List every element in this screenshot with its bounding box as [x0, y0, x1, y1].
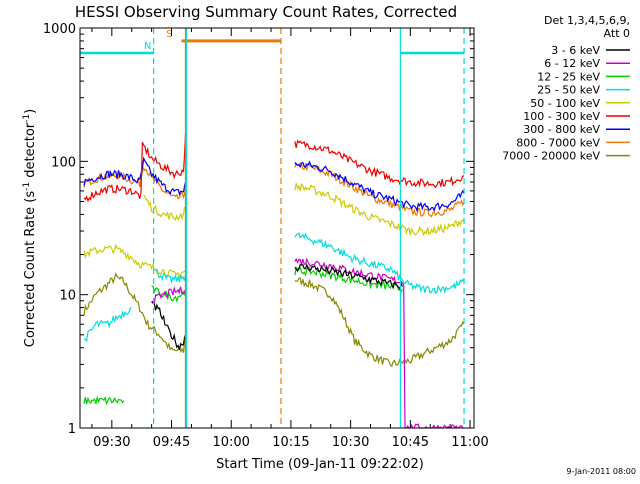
series-7000-20000-kev: [83, 272, 465, 368]
series-line-segment-1: [143, 194, 186, 221]
x-axis-label: Start Time (09-Jan-11 09:22:02): [216, 457, 424, 472]
y-tick-label-3: 1000: [43, 22, 76, 37]
x-tick-label-1: 09:45: [153, 435, 190, 450]
legend-label-100-300-kev: 100 - 300 keV: [523, 110, 600, 123]
series-line-segment-1: [294, 277, 465, 368]
legend-label-300-800-kev: 300 - 800 keV: [523, 123, 600, 136]
date-stamp: 9-Jan-2011 08:00: [566, 467, 636, 476]
y-label-part-c: ): [23, 109, 38, 114]
x-tick-label-6: 11:00: [451, 435, 488, 450]
series-3-6-kev: [151, 262, 403, 350]
y-axis: 1 10 100 1000: [43, 22, 474, 437]
series-line-segment-1: [294, 262, 403, 291]
series-50-100-kev: [83, 182, 465, 279]
series-25-50-kev: [84, 232, 465, 343]
series-line-segment-1: [294, 160, 465, 213]
series-300-800-kev: [83, 156, 465, 213]
plot-frame: [79, 27, 475, 429]
legend-label-50-100-kev: 50 - 100 keV: [530, 97, 600, 110]
legend-label-12-25-kev: 12 - 25 keV: [537, 70, 600, 83]
series-12-25-kev: [83, 266, 403, 406]
y-axis-label: Corrected Count Rate (s-1 detector-1): [22, 109, 38, 347]
y-tick-label-2: 100: [51, 155, 76, 170]
series-line-segment-2: [294, 232, 465, 295]
y-label-part-b: detector: [23, 122, 38, 182]
x-axis: 09:30 09:45 10:00 10:15 10:30 10:45 11:00: [91, 28, 489, 450]
legend-header-line-1: Det 1,3,4,5,6,9,: [544, 14, 630, 27]
series-line-segment-0: [151, 286, 187, 305]
mode-bar-label-S: S: [166, 29, 172, 40]
series-line-segment-1: [155, 268, 187, 285]
series-line-segment-1: [294, 139, 465, 189]
legend-header-line-2: Att 0: [604, 27, 630, 40]
series-line-segment-0: [84, 307, 132, 343]
mode-bar-label-N: N: [144, 41, 151, 52]
chart-title: HESSI Observing Summary Count Rates, Cor…: [75, 3, 457, 21]
legend-label-7000-20000-kev: 7000 - 20000 keV: [502, 150, 600, 163]
x-tick-label-5: 10:45: [392, 435, 429, 450]
series-line-segment-0: [83, 272, 187, 354]
series-line-segment-2: [294, 182, 465, 237]
legend-label-3-6-kev: 3 - 6 keV: [551, 44, 600, 57]
legend-label-25-50-kev: 25 - 50 keV: [537, 84, 600, 97]
x-tick-label-0: 09:30: [93, 435, 130, 450]
series-line-segment-1: [294, 161, 465, 218]
series-line-segment-0: [151, 300, 187, 350]
x-tick-label-4: 10:30: [332, 435, 369, 450]
series-line-segment-1: [151, 285, 187, 303]
series-100-300-kev: [83, 134, 465, 203]
series-line-segment-0: [83, 156, 187, 197]
legend-label-800-7000-kev: 800 - 7000 keV: [516, 136, 600, 149]
y-label-sup-a: -1: [22, 182, 32, 191]
y-label-part-a: Corrected Count Rate (s: [23, 191, 38, 348]
series-line-segment-0: [83, 395, 125, 406]
series-line-segment-0: [83, 134, 187, 203]
y-label-sup-b: -1: [22, 114, 32, 123]
x-tick-label-3: 10:15: [272, 435, 309, 450]
series-line-segment-2: [294, 266, 403, 294]
series-line-segment-0: [83, 243, 186, 279]
y-tick-label-1: 10: [59, 289, 76, 304]
y-tick-label-0: 1: [68, 422, 76, 437]
x-tick-label-2: 10:00: [212, 435, 249, 450]
legend-label-6-12-kev: 6 - 12 keV: [544, 57, 600, 70]
